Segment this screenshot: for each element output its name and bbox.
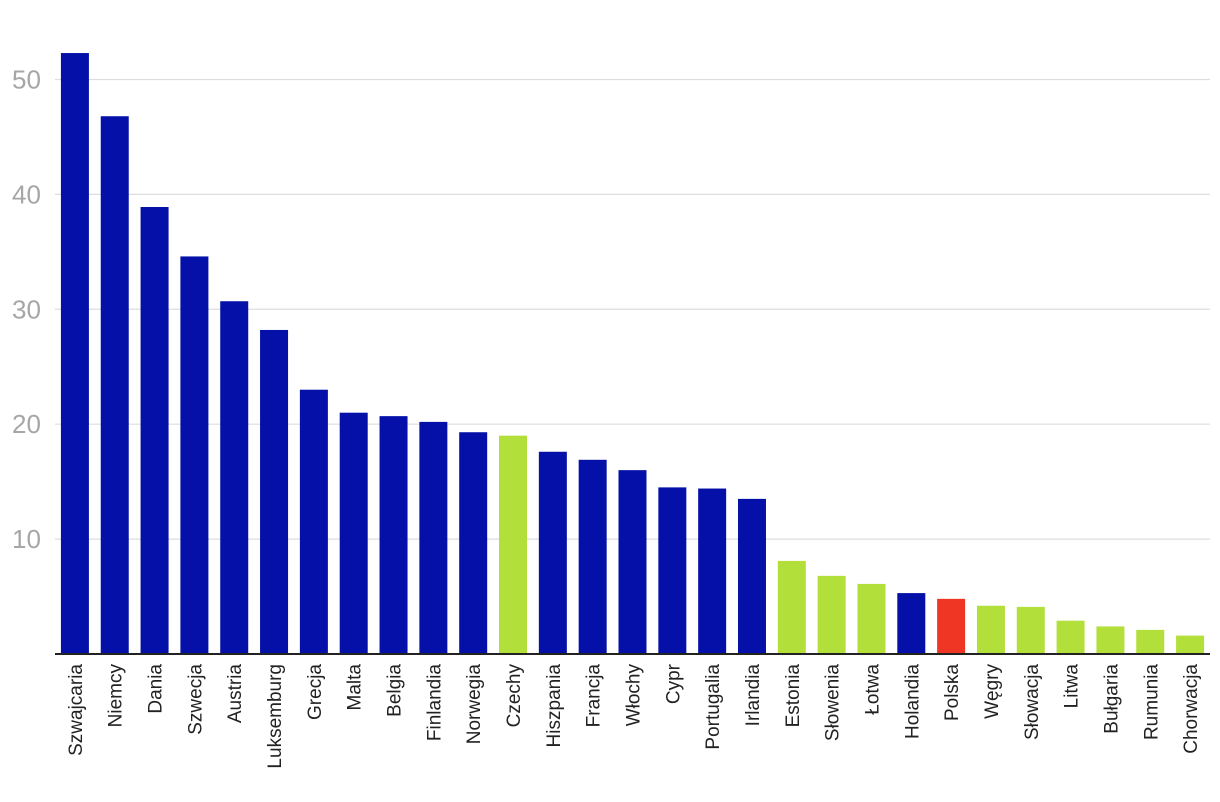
x-tick-label: Grecja bbox=[305, 664, 326, 720]
x-tick-label: Luksemburg bbox=[265, 664, 286, 769]
x-tick-label: Dania bbox=[146, 664, 167, 714]
x-tick-label: Francja bbox=[584, 664, 605, 728]
x-axis-ticks: Szwajcaria Niemcy Dania Szwecja Austria Lukse… bbox=[66, 663, 1202, 768]
x-tick-label: Polska bbox=[942, 664, 963, 721]
bar bbox=[499, 435, 528, 654]
x-tick-label: Malta bbox=[345, 664, 366, 711]
x-tick-label: Holandia bbox=[902, 664, 923, 739]
y-tick-label: 40 bbox=[12, 179, 41, 209]
x-tick-label: Irlandia bbox=[743, 664, 764, 727]
y-tick-label: 30 bbox=[12, 294, 41, 324]
bar bbox=[658, 487, 687, 654]
bar bbox=[976, 605, 1005, 654]
x-tick-label: Czechy bbox=[504, 664, 525, 728]
bar bbox=[140, 207, 169, 655]
bar bbox=[260, 329, 289, 654]
x-tick-label: Włochy bbox=[624, 664, 645, 727]
bar bbox=[1136, 629, 1165, 654]
bar bbox=[777, 560, 806, 654]
bar bbox=[698, 488, 727, 654]
bar bbox=[1176, 635, 1205, 654]
x-tick-label: Chorwacja bbox=[1181, 664, 1202, 754]
bar bbox=[937, 598, 966, 654]
x-tick-label: Estonia bbox=[783, 664, 804, 728]
bar bbox=[180, 256, 209, 654]
bar bbox=[857, 583, 886, 654]
bar bbox=[538, 451, 567, 654]
bar bbox=[419, 421, 448, 654]
bar bbox=[459, 432, 488, 654]
bars bbox=[60, 53, 1205, 655]
bar bbox=[1016, 606, 1045, 654]
x-tick-label: Węgry bbox=[982, 664, 1003, 719]
bar bbox=[60, 53, 89, 654]
y-tick-label: 20 bbox=[12, 409, 41, 439]
bar bbox=[578, 459, 607, 654]
x-tick-label: Cypr bbox=[663, 663, 684, 704]
x-tick-label: Austria bbox=[225, 664, 246, 724]
bar bbox=[339, 412, 368, 654]
bar bbox=[897, 593, 926, 654]
x-tick-label: Bułgaria bbox=[1101, 664, 1122, 734]
y-tick-label: 10 bbox=[12, 524, 41, 554]
bar bbox=[817, 575, 846, 654]
x-tick-label: Portugalia bbox=[703, 664, 724, 750]
x-tick-label: Belgia bbox=[385, 664, 406, 717]
bar bbox=[379, 416, 408, 654]
x-tick-label: Szwecja bbox=[185, 664, 206, 735]
x-tick-label: Szwajcaria bbox=[66, 664, 87, 756]
x-tick-label: Litwa bbox=[1062, 664, 1083, 709]
bar bbox=[220, 301, 249, 654]
bar bbox=[737, 498, 766, 654]
x-tick-label: Słowenia bbox=[823, 664, 844, 742]
x-tick-label: Słowacja bbox=[1022, 664, 1043, 740]
bar bbox=[1056, 620, 1085, 654]
x-tick-label: Niemcy bbox=[106, 664, 127, 728]
y-tick-label: 50 bbox=[12, 64, 41, 94]
x-tick-label: Rumunia bbox=[1141, 664, 1162, 740]
x-tick-label: Norwegia bbox=[464, 664, 485, 745]
bar bbox=[100, 116, 129, 654]
y-axis-ticks: 10 20 30 40 50 bbox=[12, 64, 41, 554]
bar bbox=[618, 470, 647, 654]
bar bbox=[299, 389, 328, 654]
x-tick-label: Finlandia bbox=[424, 664, 445, 742]
x-tick-label: Łotwa bbox=[862, 664, 883, 715]
bar bbox=[1096, 626, 1125, 654]
x-tick-label: Hiszpania bbox=[544, 664, 565, 748]
